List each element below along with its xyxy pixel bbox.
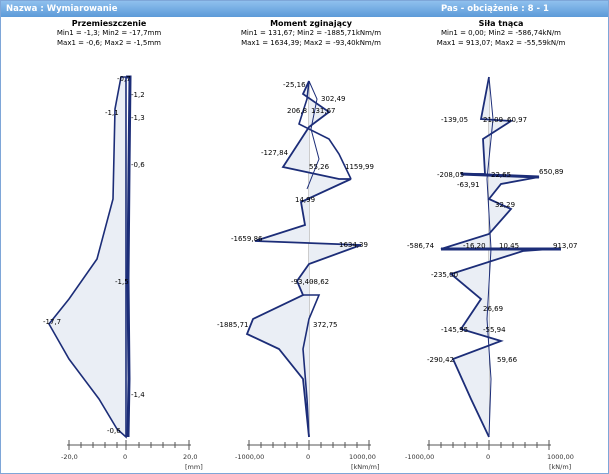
axis-tick-label: 0 bbox=[306, 453, 310, 461]
panel-title: Przemieszczenie bbox=[71, 19, 147, 28]
axis-tick-label: 0 bbox=[123, 453, 127, 461]
value-label: -0,6 bbox=[107, 427, 121, 435]
value-label: -145,95 bbox=[441, 326, 468, 334]
axis-tick-label: -1000,00 bbox=[405, 453, 434, 461]
value-label: -127,84 bbox=[261, 149, 289, 157]
value-label: -1,1 bbox=[105, 109, 119, 117]
value-label: 206,8 bbox=[287, 107, 307, 115]
value-label: -1,3 bbox=[131, 114, 145, 122]
max-values: Max1 = 913,07; Max2 = -55,59kN/m bbox=[436, 39, 566, 47]
axis-tick-label: 0 bbox=[486, 453, 490, 461]
value-label: -208,05 bbox=[437, 171, 464, 179]
value-label: 372,75 bbox=[313, 321, 338, 329]
displacement-diagram: -0,7 -1,2 -1,1 -1,3 -0,6 -1,5 -17,7 -1,4… bbox=[43, 75, 203, 471]
axis-tick-label: -1000,00 bbox=[235, 453, 264, 461]
min-values: Min1 = -1,3; Min2 = -17,7mm bbox=[56, 29, 162, 37]
value-label: 1634,39 bbox=[339, 241, 368, 249]
value-label: 131,67 bbox=[311, 107, 336, 115]
value-label: 26,69 bbox=[483, 305, 503, 313]
value-label: -55,94 bbox=[483, 326, 506, 334]
axis-unit: [kN/m] bbox=[549, 463, 571, 471]
value-label: -63,91 bbox=[457, 181, 480, 189]
min-values: Min1 = 0,00; Min2 = -586,74kN/m bbox=[440, 29, 562, 37]
value-label: -1,5 bbox=[115, 278, 129, 286]
value-label: 22,65 bbox=[491, 171, 511, 179]
axis-unit: [kNm/m] bbox=[351, 463, 380, 471]
min-values: Min1 = 131,67; Min2 = -1885,71kNm/m bbox=[240, 29, 382, 37]
value-label: -1,4 bbox=[131, 391, 145, 399]
value-label: -17,7 bbox=[43, 318, 61, 326]
value-label: 650,89 bbox=[539, 168, 564, 176]
value-label: 14,99 bbox=[295, 196, 315, 204]
value-label: -1,2 bbox=[131, 91, 145, 99]
value-label: -25,16 bbox=[283, 81, 306, 89]
value-label: 60,97 bbox=[507, 116, 527, 124]
value-label: -235,00 bbox=[431, 271, 458, 279]
window-titlebar: Nazwa : Wymiarowanie Pas - obciążenie : … bbox=[1, 1, 608, 17]
value-label: -1885,71 bbox=[217, 321, 248, 329]
value-label: 21,09 bbox=[483, 116, 503, 124]
max-values: Max1 = -0,6; Max2 = -1,5mm bbox=[56, 39, 162, 47]
value-label: -93,40 bbox=[291, 278, 314, 286]
value-label: 1159,99 bbox=[345, 163, 374, 171]
shear-force-panel: Siła tnąca Min1 = 0,00; Min2 = -586,74kN… bbox=[401, 19, 601, 473]
displacement-panel: Przemieszczenie Min1 = -1,3; Min2 = -17,… bbox=[9, 19, 209, 473]
value-label: 913,07 bbox=[553, 242, 578, 250]
axis-tick-label: 20,0 bbox=[183, 453, 197, 461]
window-name: Nazwa : Wymiarowanie bbox=[6, 4, 118, 14]
panel-title: Moment zginający bbox=[270, 19, 352, 28]
value-label: 10,45 bbox=[499, 242, 519, 250]
value-label: -139,05 bbox=[441, 116, 468, 124]
value-label: -0,6 bbox=[131, 161, 145, 169]
value-label: 55,26 bbox=[309, 163, 330, 171]
panel-title: Siła tnąca bbox=[478, 19, 524, 28]
shear-diagram: -139,05 21,09 60,97 -208,05 22,65 650,89… bbox=[405, 76, 578, 471]
axis-tick-label: 1000,00 bbox=[547, 453, 574, 461]
max-values: Max1 = 1634,39; Max2 = -93,40kNm/m bbox=[241, 39, 381, 47]
axis-tick-label: 1000,00 bbox=[349, 453, 376, 461]
value-label: -8,62 bbox=[311, 278, 329, 286]
load-case-label: Pas - obciążenie : 8 - 1 bbox=[441, 4, 549, 14]
axis-unit: [mm] bbox=[185, 463, 203, 471]
value-label: 59,66 bbox=[497, 356, 518, 364]
value-label: 32,29 bbox=[495, 201, 515, 209]
value-label: -586,74 bbox=[407, 242, 435, 250]
value-label: -290,42 bbox=[427, 356, 454, 364]
value-label: -16,20 bbox=[463, 242, 486, 250]
value-label: -0,7 bbox=[117, 75, 131, 83]
axis-tick-label: -20,0 bbox=[61, 453, 78, 461]
bending-moment-panel: Moment zginający Min1 = 131,67; Min2 = -… bbox=[211, 19, 411, 473]
moment-diagram: -25,16 302,49 206,8 131,67 -127,84 1159,… bbox=[217, 80, 380, 471]
value-label: 302,49 bbox=[321, 95, 346, 103]
value-label: -1659,86 bbox=[231, 235, 263, 243]
